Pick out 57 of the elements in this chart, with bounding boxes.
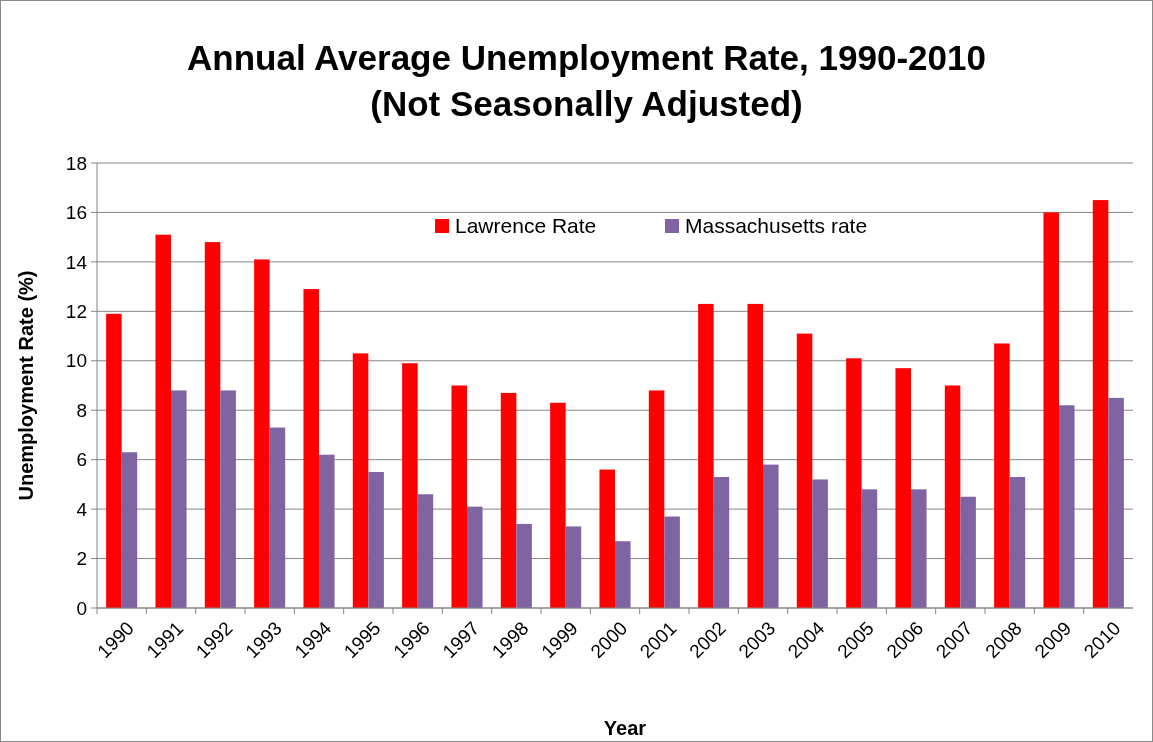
y-tick-label: 18 bbox=[65, 152, 87, 174]
bar bbox=[204, 242, 221, 608]
bar bbox=[944, 385, 961, 608]
legend-label: Lawrence Rate bbox=[455, 214, 597, 238]
bar bbox=[550, 402, 566, 608]
bar bbox=[500, 392, 517, 608]
bar bbox=[1092, 200, 1109, 608]
bar bbox=[1059, 405, 1075, 608]
bar bbox=[994, 343, 1010, 608]
bar bbox=[1108, 397, 1124, 608]
y-tick-label: 8 bbox=[76, 399, 87, 421]
x-axis-title: Year bbox=[603, 717, 647, 739]
y-tick-label: 2 bbox=[76, 548, 87, 570]
y-tick-label: 6 bbox=[76, 449, 87, 471]
bar bbox=[796, 333, 813, 608]
bar bbox=[451, 385, 467, 608]
y-tick-label: 4 bbox=[76, 498, 88, 520]
bar bbox=[319, 454, 335, 608]
bar bbox=[763, 464, 779, 608]
bar bbox=[106, 313, 122, 608]
bar bbox=[747, 303, 763, 608]
bar bbox=[861, 489, 878, 608]
bar bbox=[269, 427, 286, 608]
y-axis-title: Unemployment Rate (%) bbox=[15, 270, 37, 501]
bar bbox=[303, 289, 319, 608]
bar bbox=[467, 506, 483, 608]
bar bbox=[713, 476, 730, 608]
y-tick-label: 0 bbox=[76, 597, 87, 619]
bar bbox=[664, 516, 680, 608]
chart-title: Annual Average Unemployment Rate, 1990-2010 (Not Seasonally Adjusted) bbox=[187, 38, 986, 123]
bar bbox=[812, 479, 828, 608]
bar bbox=[352, 353, 369, 608]
y-tick-label: 12 bbox=[65, 300, 87, 322]
bar bbox=[846, 358, 862, 608]
bar bbox=[1009, 476, 1026, 608]
bar bbox=[648, 390, 665, 608]
y-tick-label: 14 bbox=[65, 251, 88, 273]
legend-label: Massachusetts rate bbox=[685, 214, 868, 238]
bar bbox=[911, 489, 927, 608]
bar bbox=[516, 523, 532, 608]
bar bbox=[254, 259, 270, 608]
bar bbox=[155, 234, 171, 608]
bar bbox=[895, 368, 911, 608]
bar bbox=[171, 390, 187, 608]
bar bbox=[121, 452, 138, 608]
y-tick-label: 10 bbox=[65, 350, 87, 372]
bar bbox=[220, 390, 236, 608]
bar bbox=[417, 494, 434, 608]
bar bbox=[698, 303, 714, 608]
bar bbox=[1043, 212, 1059, 608]
bar bbox=[402, 363, 418, 608]
y-tick-label: 16 bbox=[65, 202, 87, 224]
bar bbox=[599, 469, 615, 608]
bar bbox=[960, 496, 976, 608]
bar bbox=[565, 526, 582, 608]
bar bbox=[615, 541, 631, 608]
bar bbox=[368, 472, 384, 608]
